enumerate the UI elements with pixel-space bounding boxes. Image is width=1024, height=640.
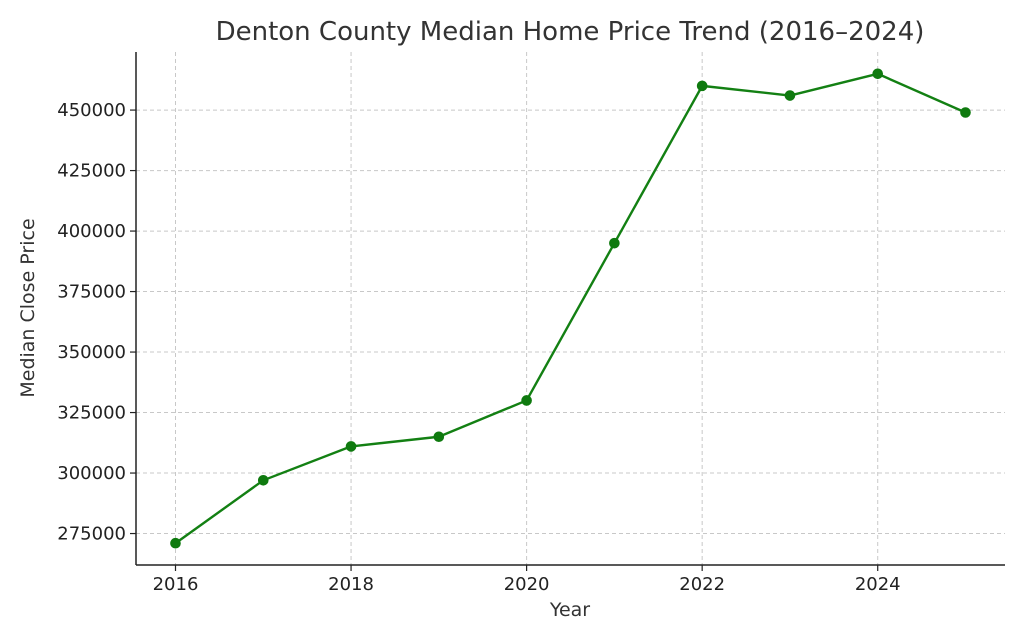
data-point bbox=[257, 475, 269, 486]
axes: 2016 2018 2020 2022 2024 275000 300000 325000 35… bbox=[57, 52, 1005, 595]
series-line bbox=[174, 72, 967, 545]
data-point bbox=[609, 237, 620, 249]
data-point bbox=[784, 90, 796, 101]
data-point bbox=[521, 395, 532, 406]
chart-title: Denton County Median Home Price Trend (2… bbox=[216, 17, 925, 47]
grid bbox=[136, 52, 1005, 565]
data-point bbox=[960, 107, 971, 118]
y-tick-label: 400000 bbox=[57, 221, 126, 242]
data-point bbox=[696, 80, 708, 92]
y-tick-label: 275000 bbox=[57, 524, 126, 545]
x-tick-label: 2016 bbox=[153, 574, 199, 595]
y-tick-label: 350000 bbox=[57, 342, 126, 363]
data-point bbox=[345, 441, 357, 452]
x-tick-label: 2020 bbox=[504, 574, 550, 595]
y-tick-label: 450000 bbox=[57, 100, 126, 121]
x-tick-label: 2022 bbox=[679, 574, 725, 595]
y-axis-label: Median Close Price bbox=[17, 218, 39, 397]
data-point bbox=[433, 431, 445, 443]
series bbox=[170, 68, 971, 549]
x-axis-label: Year bbox=[549, 599, 590, 621]
y-tick-label: 325000 bbox=[57, 403, 126, 424]
y-tick-label: 300000 bbox=[57, 463, 126, 484]
data-point bbox=[170, 537, 181, 549]
x-tick-label: 2018 bbox=[328, 574, 374, 595]
y-tick-label: 375000 bbox=[57, 282, 126, 303]
x-tick-label: 2024 bbox=[855, 574, 901, 595]
y-tick-label: 425000 bbox=[57, 161, 126, 182]
data-point bbox=[872, 68, 884, 80]
